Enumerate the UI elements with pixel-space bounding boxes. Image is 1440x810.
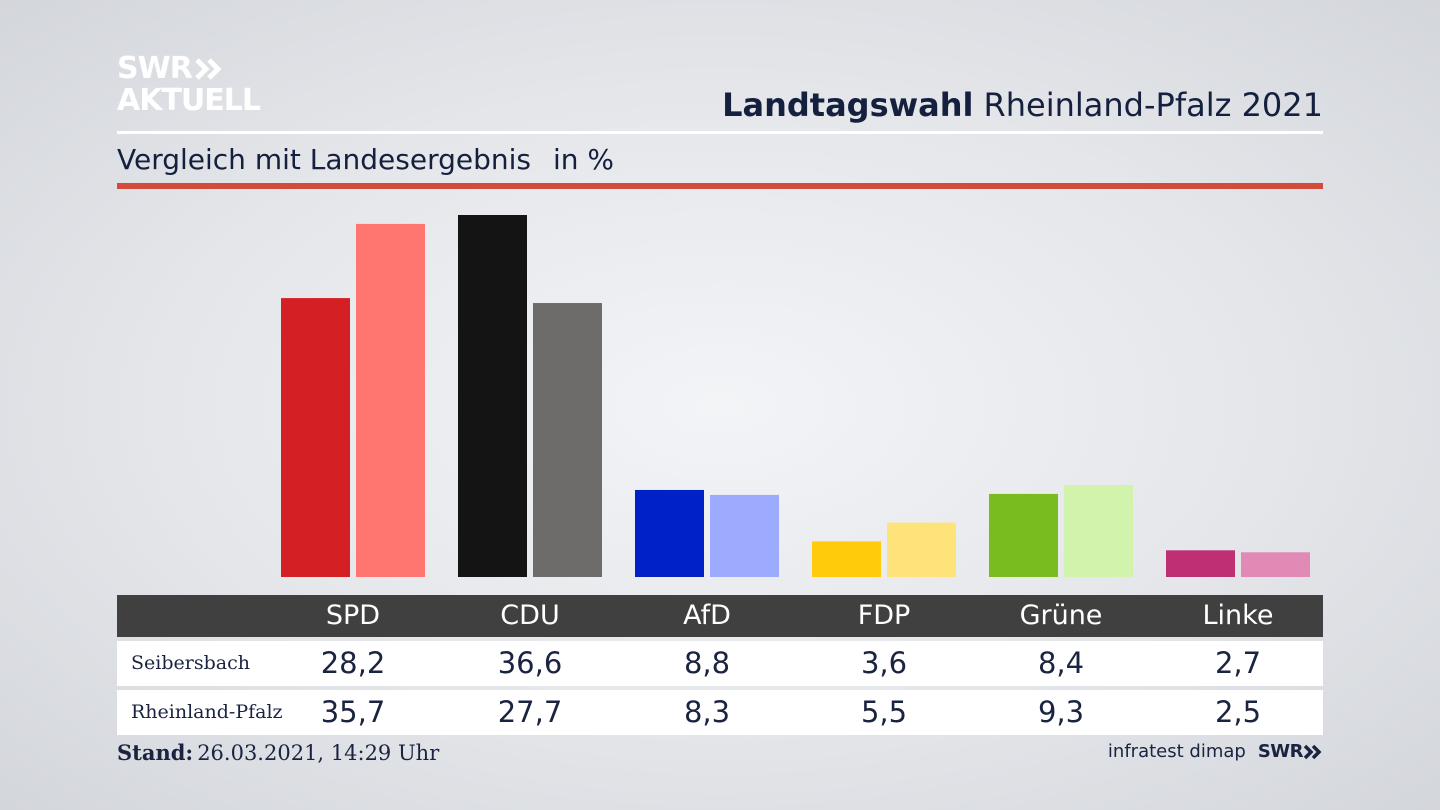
value-linke-seibersbach: 2,7 xyxy=(1214,646,1262,680)
double-chevron-icon xyxy=(195,58,222,80)
row-label-seibersbach: Seibersbach xyxy=(131,652,250,674)
bar-fdp-seibersbach xyxy=(812,541,881,577)
value-cdu-rheinland-pfalz: 27,7 xyxy=(497,695,563,729)
value-cdu-seibersbach: 36,6 xyxy=(497,646,563,680)
double-chevron-icon xyxy=(1303,744,1322,759)
value-spd-seibersbach: 28,2 xyxy=(320,646,386,680)
bar-cdu-seibersbach xyxy=(458,215,527,577)
value-linke-rheinland-pfalz: 2,5 xyxy=(1214,695,1262,729)
value-gruene-rheinland-pfalz: 9,3 xyxy=(1037,695,1085,729)
chart-subtitle: Vergleich mit Landesergebnis in % xyxy=(117,143,614,176)
party-label-cdu: CDU xyxy=(500,600,560,631)
value-fdp-seibersbach: 3,6 xyxy=(860,646,908,680)
bar-gruene-rheinland-pfalz xyxy=(1064,485,1133,577)
table-row: Rheinland-Pfalz 35,7 27,7 8,3 5,5 9,3 2,5 xyxy=(117,690,1323,735)
stand-label: Stand: xyxy=(117,740,194,765)
value-afd-seibersbach: 8,8 xyxy=(683,646,731,680)
party-label-spd: SPD xyxy=(325,600,381,631)
party-label-linke: Linke xyxy=(1202,600,1274,631)
table-row: Seibersbach 28,2 36,6 8,8 3,6 8,4 2,7 xyxy=(117,641,1323,686)
logo-aktuell-text: AKTUELL xyxy=(117,83,261,118)
bar-linke-seibersbach xyxy=(1166,550,1235,577)
page-title: Landtagswahl Rheinland-Pfalz 2021 xyxy=(722,86,1323,124)
title-rest: Rheinland-Pfalz 2021 xyxy=(983,86,1323,124)
subtitle-text: Vergleich mit Landesergebnis xyxy=(117,143,531,176)
table-header-row: SPD CDU AfD FDP Grüne Linke xyxy=(117,595,1323,637)
stand-value: 26.03.2021, 14:29 Uhr xyxy=(197,741,440,765)
accent-rule xyxy=(117,183,1323,189)
header-divider xyxy=(117,131,1323,134)
footer-swr-logo: SWR xyxy=(1258,741,1323,762)
bar-linke-rheinland-pfalz xyxy=(1241,552,1310,577)
row-label-rheinland-pfalz: Rheinland-Pfalz xyxy=(131,701,283,723)
bar-gruene-seibersbach xyxy=(989,493,1058,577)
footer-swr-text: SWR xyxy=(1257,741,1304,762)
value-gruene-seibersbach: 8,4 xyxy=(1037,646,1085,680)
value-fdp-rheinland-pfalz: 5,5 xyxy=(860,695,908,729)
source-text: infratest dimap xyxy=(1107,741,1246,762)
title-bold: Landtagswahl xyxy=(722,86,974,124)
swr-aktuell-logo: SWR AKTUELL xyxy=(117,51,261,118)
results-table: SPD CDU AfD FDP Grüne Linke Seibersbach 28,2 3… xyxy=(117,595,1323,735)
party-label-afd: AfD xyxy=(683,600,731,631)
value-afd-rheinland-pfalz: 8,3 xyxy=(683,695,731,729)
timestamp: Stand: 26.03.2021, 14:29 Uhr xyxy=(117,740,439,765)
party-label-gruene: Grüne xyxy=(1019,600,1103,631)
bar-cdu-rheinland-pfalz xyxy=(533,303,602,577)
party-label-fdp: FDP xyxy=(857,600,911,631)
bar-spd-rheinland-pfalz xyxy=(356,223,425,577)
source-credit: infratest dimap SWR xyxy=(1108,741,1323,762)
value-spd-rheinland-pfalz: 35,7 xyxy=(320,695,386,729)
bar-afd-seibersbach xyxy=(635,489,704,577)
bar-fdp-rheinland-pfalz xyxy=(887,522,956,577)
unit-label: in % xyxy=(552,143,615,176)
bar-afd-rheinland-pfalz xyxy=(710,494,779,577)
logo-swr-text: SWR xyxy=(117,51,193,86)
bar-spd-seibersbach xyxy=(281,298,350,577)
